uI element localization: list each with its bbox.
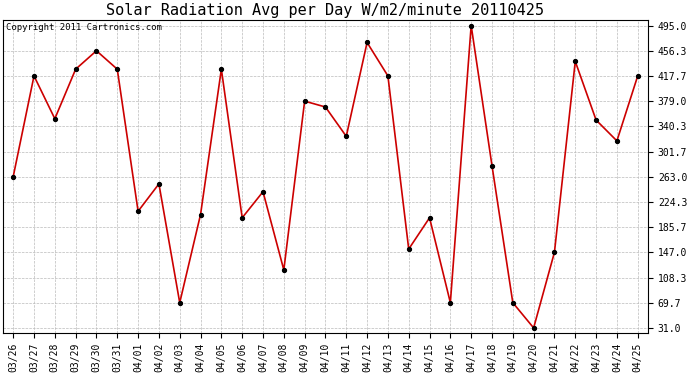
Text: Copyright 2011 Cartronics.com: Copyright 2011 Cartronics.com	[6, 24, 162, 33]
Title: Solar Radiation Avg per Day W/m2/minute 20110425: Solar Radiation Avg per Day W/m2/minute …	[106, 3, 544, 18]
